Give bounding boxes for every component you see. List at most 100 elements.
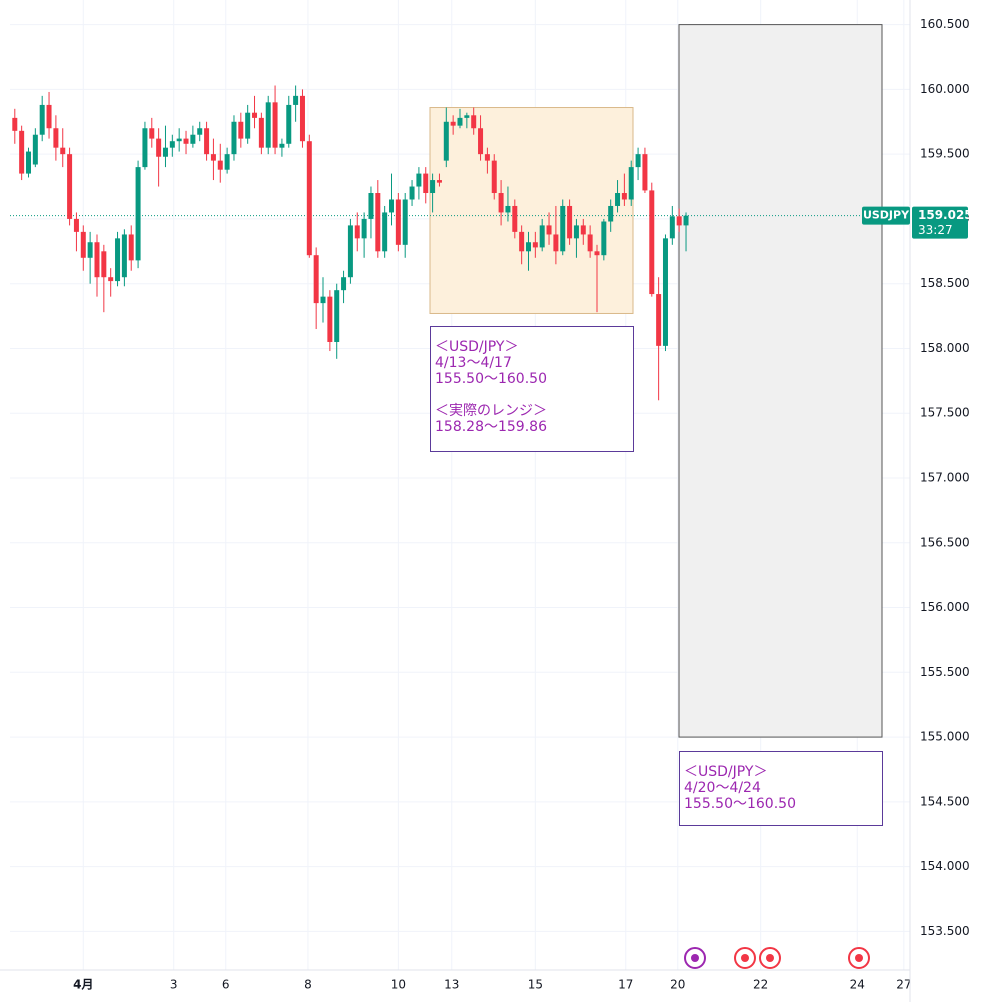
candle-body [573,225,579,239]
candle [361,212,367,258]
range-box [429,107,634,314]
candle [567,199,573,245]
symbol-label: USDJPY [863,209,910,222]
candle [327,290,333,352]
candle-body [87,242,93,258]
candle [53,115,59,161]
candle [341,270,347,304]
candle-body [265,102,271,148]
candle [608,199,614,232]
candle [587,225,593,258]
candle [389,173,395,226]
candle-body [669,216,675,239]
candle [46,91,52,139]
candle-body [176,138,182,142]
candle-body [197,128,203,135]
candle-body [53,128,59,148]
candle-body [560,205,566,252]
candle-body [491,160,497,194]
candle-body [532,242,538,248]
candle-body [416,173,422,187]
candle [375,180,381,258]
candle [512,199,518,239]
candle-body [402,199,408,245]
candle [121,229,127,287]
candle [12,108,18,144]
candle [183,130,189,155]
candle [354,212,360,252]
candle [32,128,38,168]
candle-body [306,141,312,256]
candle-body [19,130,25,174]
annotation-line: ＜USD/JPY＞ [684,764,768,780]
candle [217,143,223,183]
y-tick-label: 155.500 [920,665,970,679]
candle [621,173,627,206]
candle-body [436,180,442,183]
candle-body [190,134,196,144]
candle [478,115,484,161]
y-tick-label: 157.500 [920,406,970,420]
candle-body [204,128,210,155]
annotation-line: ＜実際のレンジ＞ [435,403,547,419]
candle [313,247,319,330]
candle [573,218,579,258]
candle-body [512,205,518,232]
candle [238,112,244,148]
x-tick-label: 13 [444,978,459,992]
candle [80,225,86,271]
candle-body [25,151,31,174]
candle [450,115,456,135]
x-tick-label: 17 [618,978,633,992]
candle-body [580,225,586,235]
y-tick-label: 156.000 [920,600,970,614]
candle-body [94,242,100,278]
candle [532,231,538,258]
candle [293,85,299,122]
candle [19,125,25,181]
candle-body [471,115,477,129]
candle [265,95,271,155]
annotation-line: 158.28〜159.86 [435,419,547,435]
x-tick-label: 6 [222,978,230,992]
candle-body [80,231,86,258]
candle [662,234,668,352]
candle [258,112,264,155]
candle-body [505,205,511,213]
candle [498,180,504,226]
candle-body [361,218,367,239]
candle [39,95,45,142]
candle [252,95,258,129]
candle [436,173,442,187]
annotation-line: 4/20〜4/24 [684,780,761,796]
candle [649,182,655,297]
candle [382,205,388,258]
candle-body [628,167,634,200]
candle [149,117,155,148]
candle [128,225,134,271]
candle [615,180,621,213]
event-icon-dot [766,954,774,962]
candle-body [546,225,552,235]
candle [471,107,477,135]
event-icon-dot [691,954,699,962]
candle [25,147,31,178]
candle [190,125,196,148]
candle-body [272,102,278,148]
candle-body [567,205,573,239]
candle-body [101,251,107,278]
candle [245,104,251,144]
candle-body [142,128,148,168]
candle [656,277,662,401]
candle-body [108,277,114,282]
candle-body [382,212,388,252]
candle-body [642,154,648,191]
candle [272,85,278,155]
x-tick-label: 24 [850,978,865,992]
annotation-line: 155.50〜160.50 [684,796,796,812]
y-tick-label: 155.000 [920,730,970,744]
candle [204,121,210,161]
annotation-line: 155.50〜160.50 [435,371,547,387]
candle-body [115,238,121,282]
